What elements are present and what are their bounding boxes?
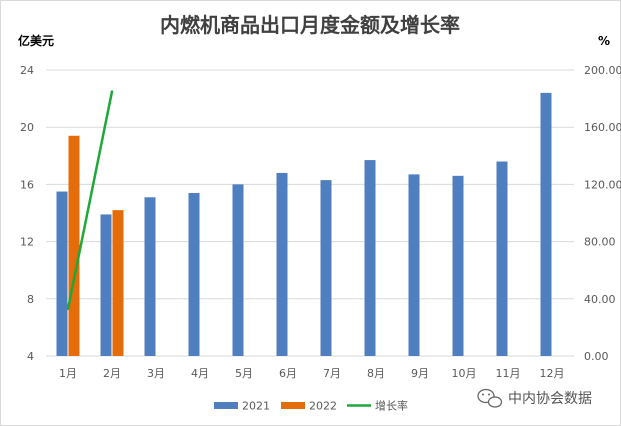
- x-tick-label: 1月: [59, 367, 77, 380]
- bar-2022: [112, 210, 124, 356]
- bar-2021: [320, 180, 332, 356]
- x-tick-label: 5月: [235, 367, 253, 380]
- x-tick-label: 3月: [147, 367, 165, 380]
- x-tick-label: 4月: [191, 367, 209, 380]
- axes: 4 8 12 16 20 24 0.00 40.00 80.00 120.00 160.00 200.…: [20, 64, 621, 380]
- left-tick-label: 16: [20, 178, 34, 191]
- growth-line: [66, 90, 114, 311]
- bars: [56, 92, 552, 356]
- bar-2021: [188, 192, 200, 356]
- legend-label: 2022: [309, 400, 337, 413]
- line-增长率: [66, 91, 114, 310]
- x-tick-label: 11月: [496, 367, 521, 380]
- left-tick-label: 20: [20, 121, 34, 134]
- legend-label: 2021: [242, 400, 270, 413]
- left-tick-label: 8: [27, 293, 34, 306]
- watermark: 中内协会数据: [477, 388, 592, 408]
- x-tick-label: 12月: [540, 367, 565, 380]
- bar-2021: [540, 92, 552, 356]
- bar-2021: [56, 191, 68, 356]
- bar-2021: [144, 197, 156, 356]
- bar-2021: [496, 161, 508, 356]
- gridlines: [46, 69, 574, 357]
- x-tick-label: 2月: [103, 367, 121, 380]
- bar-2021: [408, 174, 420, 356]
- right-tick-label: 80.00: [584, 236, 616, 249]
- watermark-text: 中内协会数据: [508, 391, 592, 407]
- x-tick-label: 9月: [411, 367, 429, 380]
- x-tick-label: 6月: [279, 367, 297, 380]
- legend-swatch: [214, 402, 238, 409]
- bar-2021: [100, 214, 112, 356]
- x-tick-label: 10月: [452, 367, 477, 380]
- left-tick-label: 4: [27, 350, 34, 363]
- right-tick-label: 200.00: [584, 64, 621, 77]
- right-tick-label: 0.00: [584, 350, 609, 363]
- bar-2021: [364, 160, 376, 356]
- left-tick-label: 12: [20, 236, 34, 249]
- right-tick-label: 40.00: [584, 293, 616, 306]
- bar-2021: [452, 175, 464, 356]
- legend: 2021 2022 增长率: [214, 399, 408, 413]
- bar-2022: [68, 135, 80, 356]
- bar-2021: [232, 184, 244, 356]
- point-增长率: [110, 90, 114, 93]
- legend-swatch: [281, 402, 305, 409]
- chart-title: 内燃机商品出口月度金额及增长率: [160, 13, 460, 37]
- legend-label: 增长率: [375, 399, 408, 413]
- point-增长率: [66, 307, 70, 311]
- right-tick-label: 120.00: [584, 178, 621, 191]
- right-axis-unit: %: [598, 34, 610, 48]
- bar-2021: [276, 172, 288, 356]
- x-tick-label: 8月: [367, 367, 385, 380]
- left-tick-label: 24: [20, 64, 34, 77]
- wechat-icon: [477, 388, 503, 408]
- right-tick-label: 160.00: [584, 121, 621, 134]
- x-tick-label: 7月: [323, 367, 341, 380]
- left-axis-unit: 亿美元: [18, 33, 54, 48]
